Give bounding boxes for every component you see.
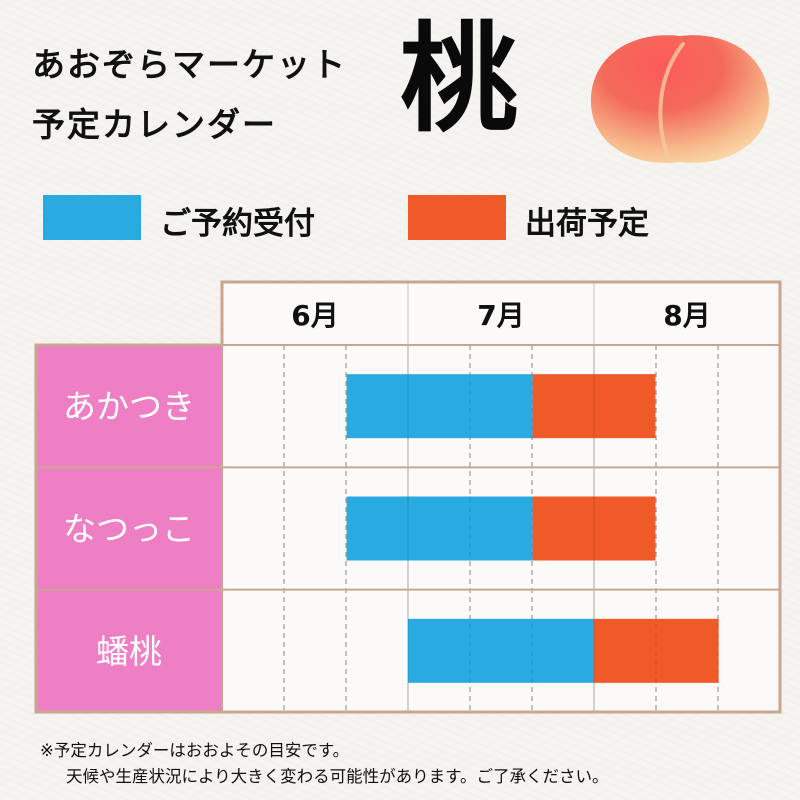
legend-swatch-reservation bbox=[43, 195, 141, 240]
row-label: 蟠桃 bbox=[96, 632, 162, 671]
legend-swatch-shipping bbox=[408, 195, 506, 240]
fruit-title: 桃 bbox=[400, 10, 518, 148]
reservation-bar bbox=[346, 374, 533, 439]
title-line-2: 予定カレンダー bbox=[32, 105, 277, 144]
footnote-line-2: 天候や生産状況により大きく変わる可能性があります。ご了承ください。 bbox=[66, 767, 609, 786]
title-line-1: あおぞらマーケット bbox=[32, 45, 347, 84]
shipping-bar bbox=[532, 496, 656, 561]
footnote: ※予定カレンダーはおおよその目安です。 天候や生産状況により大きく変わる可能性が… bbox=[40, 738, 609, 790]
legend-label-shipping: 出荷予定 bbox=[525, 206, 649, 242]
row-label: なつっこ bbox=[63, 510, 195, 549]
reservation-bar bbox=[408, 618, 594, 683]
row-label: あかつき bbox=[63, 387, 195, 426]
reservation-bar bbox=[346, 496, 533, 561]
month-label: 7月 bbox=[477, 299, 524, 332]
month-label: 6月 bbox=[291, 299, 338, 332]
footnote-line-1: ※予定カレンダーはおおよその目安です。 bbox=[40, 741, 350, 760]
row-label-column bbox=[36, 345, 222, 712]
peach-icon bbox=[590, 35, 769, 164]
legend-label-reservation: ご予約受付 bbox=[160, 206, 315, 242]
shipping-bar bbox=[594, 618, 719, 683]
shipping-bar bbox=[532, 374, 656, 439]
month-label: 8月 bbox=[663, 299, 710, 332]
